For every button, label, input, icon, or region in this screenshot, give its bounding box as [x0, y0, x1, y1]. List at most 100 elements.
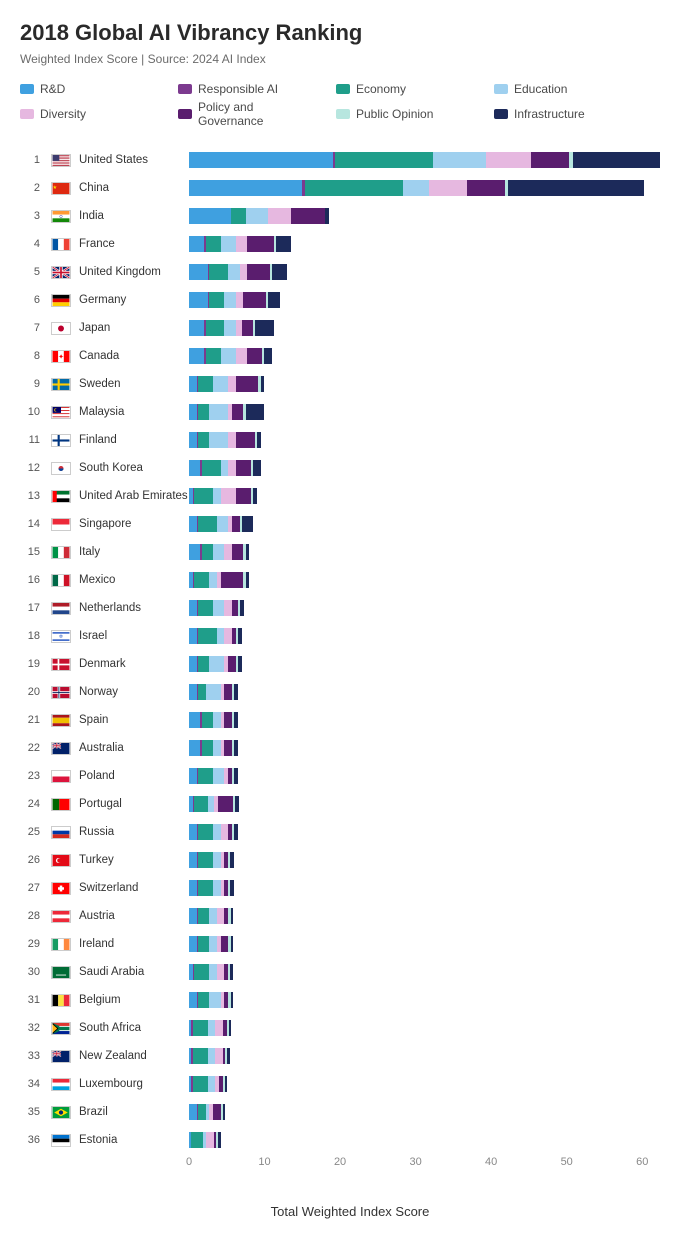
bar-segment [224, 628, 232, 644]
rank: 34 [20, 1078, 40, 1090]
bar-segment [234, 768, 238, 784]
country-label: Portugal [79, 798, 189, 810]
country-row: 16Mexico [20, 566, 680, 594]
bar-segment [189, 880, 197, 896]
flag-icon [48, 686, 73, 699]
country-label: France [79, 238, 189, 250]
bar-segment [224, 712, 232, 728]
country-row: 10Malaysia [20, 398, 680, 426]
bar-segment [231, 936, 233, 952]
country-label: Russia [79, 826, 189, 838]
bar-segment [218, 796, 233, 812]
bar [189, 740, 680, 756]
country-label: United Arab Emirates [79, 490, 189, 502]
bar-segment [209, 656, 224, 672]
bar-segment [198, 908, 209, 924]
flag-icon [48, 182, 73, 195]
country-row: 25Russia [20, 818, 680, 846]
flag-icon [48, 294, 73, 307]
rank: 20 [20, 686, 40, 698]
rank: 14 [20, 518, 40, 530]
bar [189, 628, 680, 644]
axis-tick: 60 [636, 1156, 648, 1168]
x-axis: 0102030405060 [189, 1156, 680, 1174]
bar-segment [268, 292, 279, 308]
bar-segment [189, 292, 208, 308]
bar-segment [531, 152, 569, 168]
legend-label: Diversity [40, 107, 86, 121]
country-row: 19Denmark [20, 650, 680, 678]
bar-segment [189, 992, 197, 1008]
country-label: New Zealand [79, 1050, 189, 1062]
legend-item: Policy and Governance [178, 100, 318, 128]
country-row: 13United Arab Emirates [20, 482, 680, 510]
bar-segment [189, 684, 197, 700]
legend-swatch [336, 109, 350, 119]
flag-icon [48, 938, 73, 951]
bar-segment [227, 1048, 229, 1064]
bar-segment [508, 180, 644, 196]
bar-segment [213, 740, 221, 756]
country-row: 12South Korea [20, 454, 680, 482]
bar-segment [209, 292, 224, 308]
svg-text:✦: ✦ [58, 353, 64, 361]
bar-segment [189, 320, 204, 336]
bar-segment [217, 908, 225, 924]
bar-segment [221, 348, 236, 364]
bar [189, 404, 680, 420]
country-label: United States [79, 154, 189, 166]
country-label: Canada [79, 350, 189, 362]
flag-icon [48, 742, 73, 755]
bar-segment [213, 488, 221, 504]
bar-segment [189, 712, 200, 728]
bar-segment [325, 208, 329, 224]
bar-segment [257, 432, 261, 448]
legend: R&DResponsible AIEconomyEducationDiversi… [20, 82, 680, 128]
legend-item: R&D [20, 82, 160, 96]
bar-segment [213, 376, 228, 392]
bar-segment [238, 628, 242, 644]
bar-segment [189, 404, 197, 420]
bar-segment [246, 544, 250, 560]
bar-segment [305, 180, 403, 196]
bar-segment [236, 432, 255, 448]
bar-segment [202, 544, 213, 560]
bar-segment [223, 1104, 225, 1120]
bar-segment [217, 964, 225, 980]
bar [189, 768, 680, 784]
bar-segment [194, 796, 208, 812]
bar-segment [228, 656, 236, 672]
bar-segment [198, 432, 209, 448]
bar-segment [217, 516, 228, 532]
legend-swatch [336, 84, 350, 94]
bar-segment [224, 740, 232, 756]
country-label: Japan [79, 322, 189, 334]
legend-swatch [178, 84, 192, 94]
bar-segment [221, 236, 236, 252]
bar-segment [272, 264, 287, 280]
country-row: 2China [20, 174, 680, 202]
country-label: Estonia [79, 1134, 189, 1146]
bar-segment [240, 264, 248, 280]
bar-segment [255, 320, 274, 336]
bar-segment [198, 824, 213, 840]
axis-tick: 50 [561, 1156, 573, 1168]
rank: 23 [20, 770, 40, 782]
flag-icon [48, 238, 73, 251]
bar [189, 348, 680, 364]
bar-segment [429, 180, 467, 196]
bar-segment [194, 488, 213, 504]
flag-icon [48, 966, 73, 979]
bar-segment [240, 600, 244, 616]
country-label: Malaysia [79, 406, 189, 418]
bar-segment [253, 460, 261, 476]
country-label: Poland [79, 770, 189, 782]
rank: 6 [20, 294, 40, 306]
flag-icon [48, 546, 73, 559]
axis-tick: 0 [186, 1156, 192, 1168]
bar-segment [189, 432, 197, 448]
country-label: Germany [79, 294, 189, 306]
bar-segment [218, 1132, 220, 1148]
bar-segment [191, 1132, 202, 1148]
bar-segment [234, 684, 238, 700]
